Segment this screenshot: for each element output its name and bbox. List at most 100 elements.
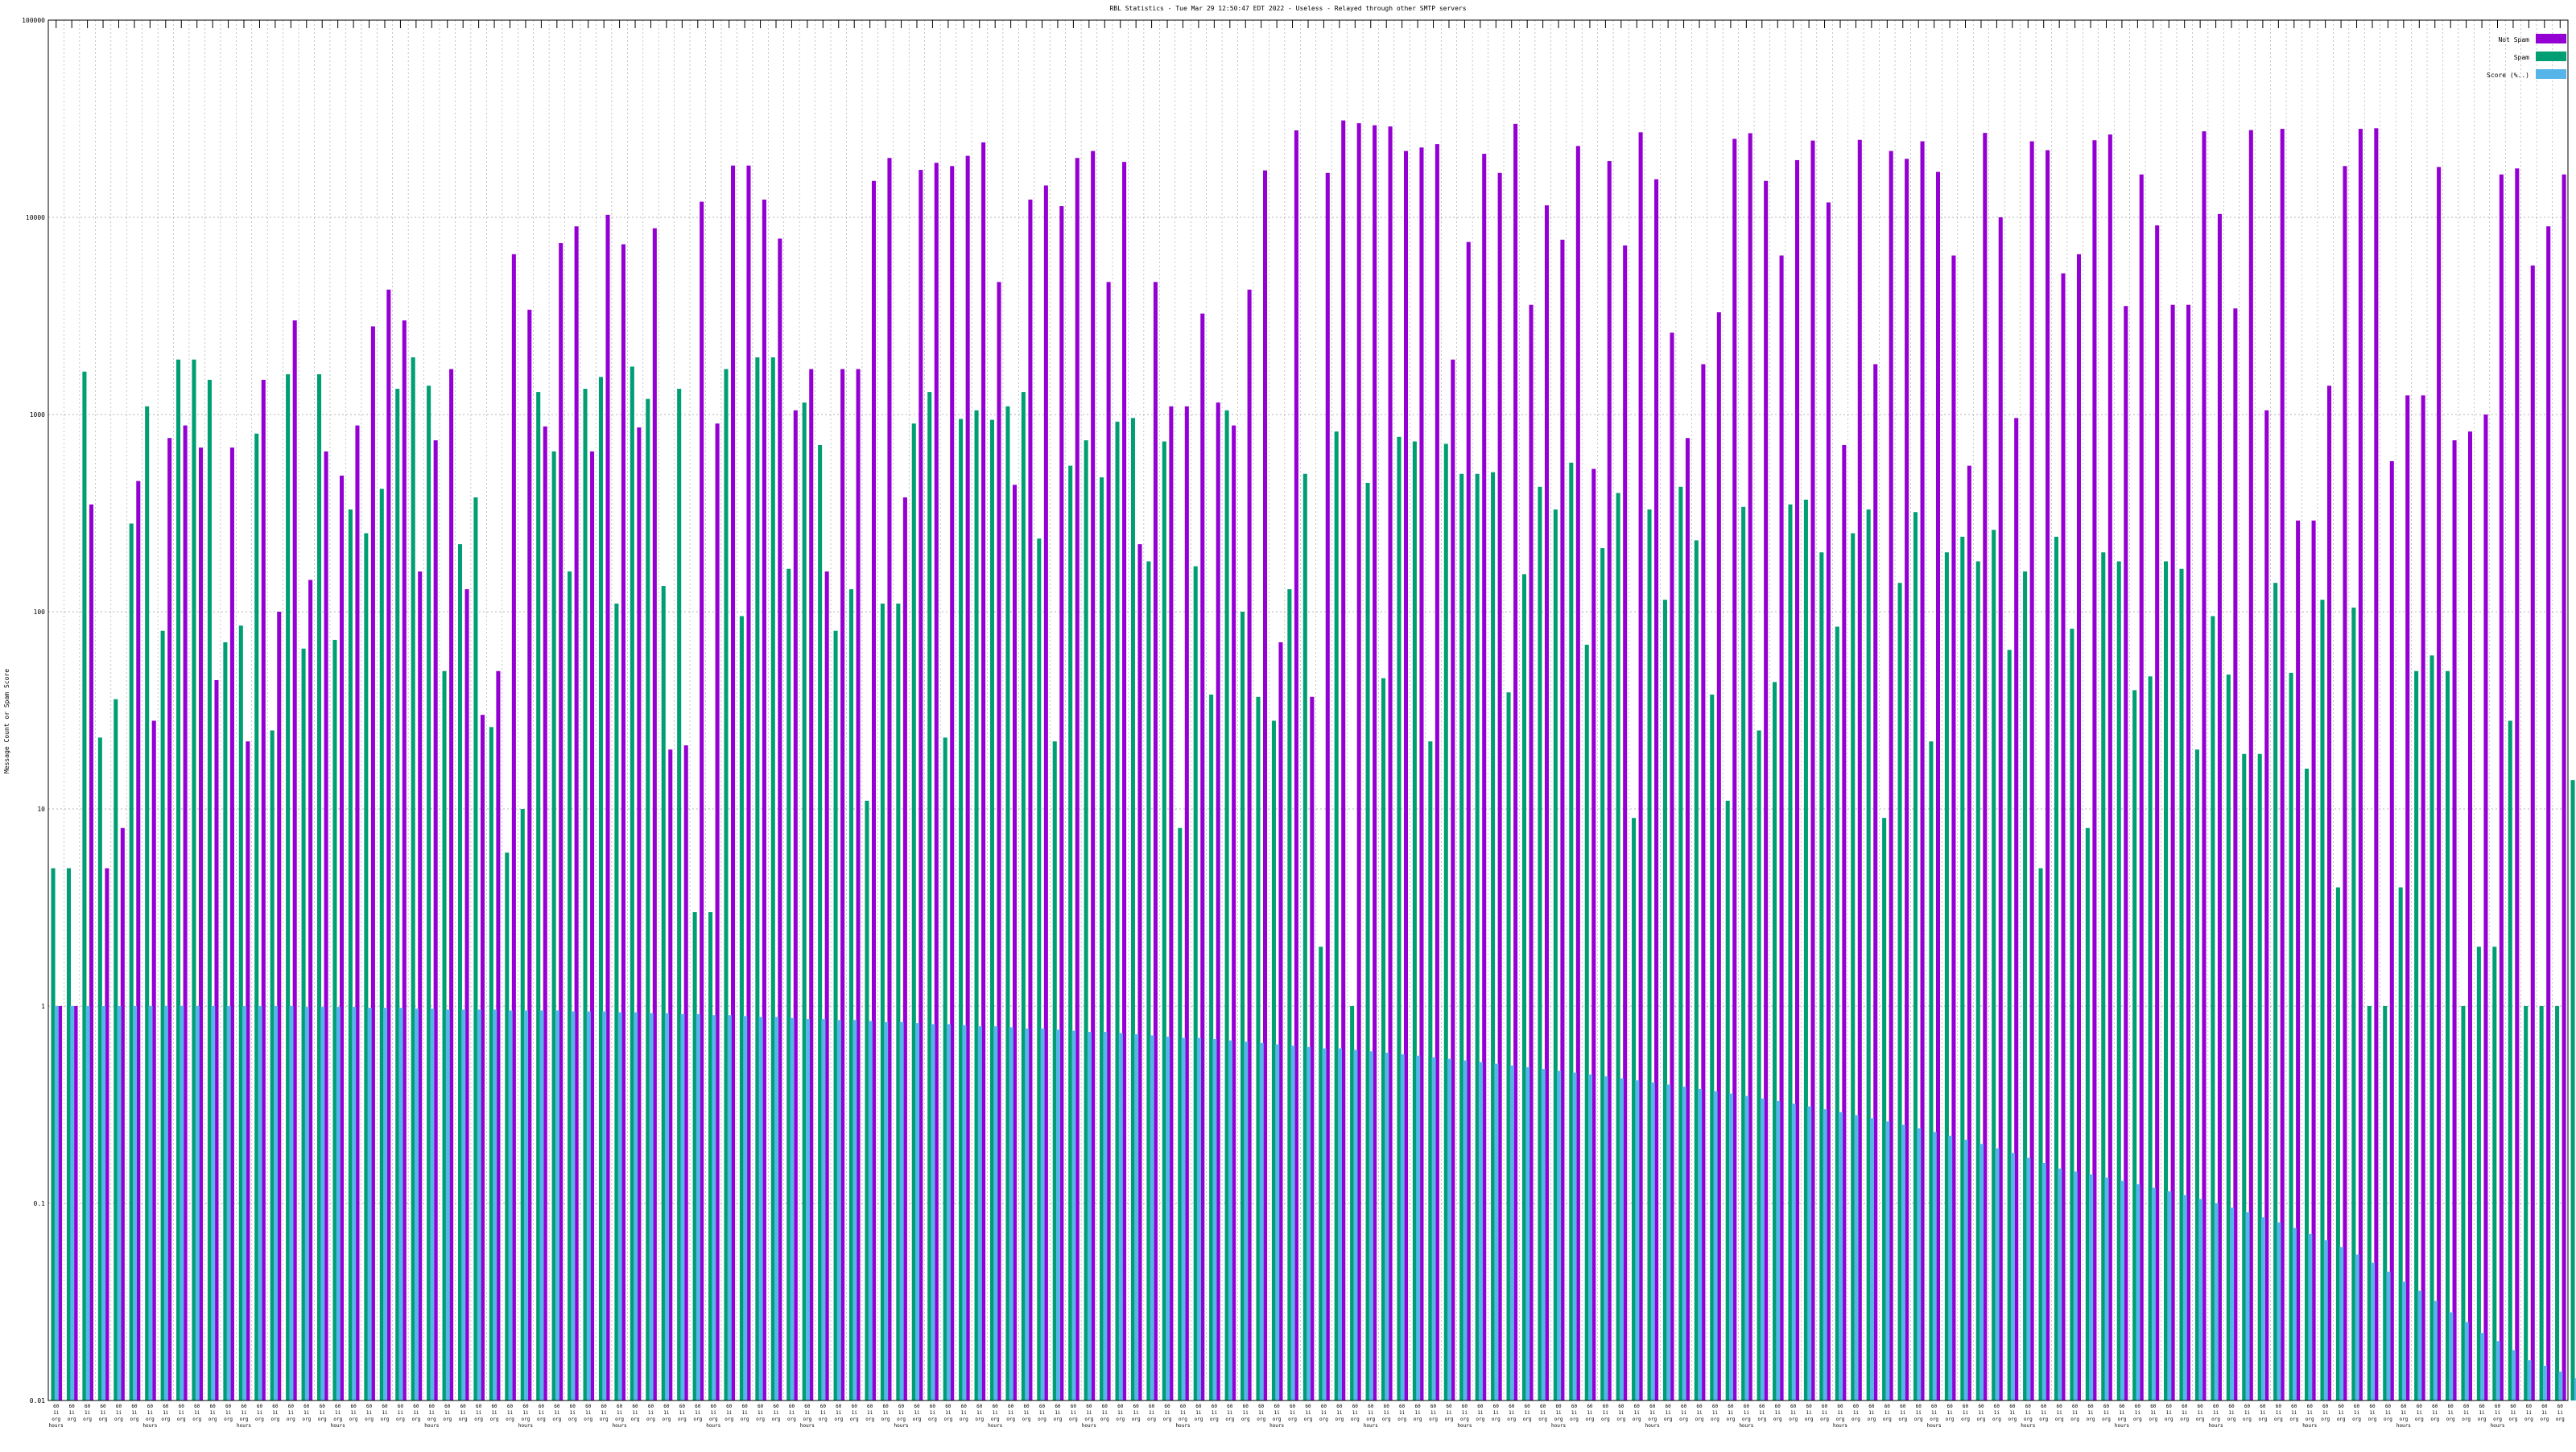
bar-score [587,1012,591,1400]
x-tick-label: 1i [836,1410,842,1416]
bar-score [602,1012,606,1400]
x-tick-label: 60 [288,1404,295,1409]
x-tick-label: 1i [585,1410,592,1416]
x-tick-label: org [177,1417,186,1422]
bar-score [1103,1032,1107,1400]
legend-label: Not Spam [2498,36,2529,43]
x-tick-label: 1i [1243,1410,1249,1416]
x-tick-label: 1i [882,1410,889,1416]
x-tick-label: 1i [2354,1410,2360,1416]
x-tick-label: org [960,1417,968,1422]
bar-score [2042,1163,2046,1400]
x-tick-label: org [1992,1417,2001,1422]
bar-score [148,1006,152,1400]
x-tick-label: 1i [2322,1410,2329,1416]
bar-score [1197,1037,1201,1400]
x-tick-label: 60 [617,1404,623,1409]
x-tick-label: org [1805,1417,1814,1422]
x-tick-label: org [506,1417,514,1422]
x-tick-label: org [459,1417,468,1422]
x-tick-label: 60 [2510,1404,2516,1409]
bar-score [1792,1103,1796,1400]
bar-score [493,1009,497,1400]
x-tick-label: org [1382,1417,1391,1422]
x-tick-label: 1i [789,1410,795,1416]
x-tick-label: 1i [1759,1410,1765,1416]
bar-score [2167,1191,2171,1400]
x-tick-label: org [834,1417,843,1422]
x-tick-label: org [2524,1417,2533,1422]
bar-score [1119,1033,1123,1400]
x-tick-label: 60 [1352,1404,1359,1409]
bar-score [852,1020,857,1400]
bar-score [336,1007,341,1400]
x-tick-label: 60 [2385,1404,2392,1409]
x-tick-label: hours [1175,1423,1190,1429]
x-tick-label: 60 [1634,1404,1641,1409]
bar-not-spam [2546,226,2550,1400]
x-tick-label: org [349,1417,358,1422]
bar-score [2215,1203,2219,1400]
x-tick-label: hours [2209,1423,2223,1429]
x-tick-label: 1i [194,1410,200,1416]
bar-score [1494,1064,1498,1400]
bar-score [211,1006,215,1400]
bar-not-spam [2500,175,2504,1400]
x-tick-label: org [1930,1417,1938,1422]
x-tick-label: org [537,1417,546,1422]
bar-score [900,1022,904,1400]
x-tick-label: org [1132,1417,1141,1422]
bar-spam [2555,1006,2559,1400]
x-tick-label: 1i [1853,1410,1860,1416]
x-tick-label: hours [2490,1423,2504,1429]
x-tick-label: org [693,1417,702,1422]
x-tick-label: org [1476,1417,1484,1422]
x-tick-label: org [1914,1417,1923,1422]
bar-score [993,1026,997,1400]
bar-score [1666,1085,1670,1401]
x-tick-label: 1i [2228,1410,2235,1416]
x-tick-label: 60 [1414,1404,1421,1409]
bar-spam [2540,1006,2544,1400]
x-tick-label: 1i [1681,1410,1687,1416]
x-tick-label: hours [518,1423,533,1429]
x-tick-label: 60 [2479,1404,2485,1409]
x-tick-label: org [287,1417,295,1422]
x-tick-label: org [411,1417,420,1422]
bar-score [2543,1366,2547,1400]
x-tick-label: 1i [398,1410,404,1416]
x-tick-label: 1i [2369,1410,2376,1416]
x-tick-label: org [2368,1417,2377,1422]
x-tick-label: 1i [1149,1410,1155,1416]
x-tick-label: 1i [867,1410,873,1416]
bar-score [1307,1047,1311,1400]
x-tick-label: org [1852,1417,1860,1422]
x-tick-label: 60 [742,1404,749,1409]
x-tick-label: hours [2021,1423,2035,1429]
x-tick-label: 1i [1931,1410,1938,1416]
x-tick-label: hours [800,1423,815,1429]
bar-score [1682,1087,1686,1400]
bar-score [696,1014,700,1400]
bar-score [2386,1272,2390,1400]
x-tick-label: 1i [2025,1410,2032,1416]
x-tick-label: 60 [2166,1404,2173,1409]
x-tick-label: org [1977,1417,1986,1422]
x-tick-label: 1i [2244,1410,2251,1416]
bar-score [2324,1240,2328,1400]
x-tick-label: 60 [648,1404,654,1409]
bar-score [2230,1207,2234,1400]
bar-score [1447,1059,1451,1400]
bar-not-spam [2421,395,2425,1400]
x-tick-label: org [1867,1417,1876,1422]
x-tick-label: org [52,1417,60,1422]
x-tick-label: 60 [303,1404,310,1409]
x-tick-label: 60 [1837,1404,1843,1409]
x-tick-label: org [1616,1417,1625,1422]
bar-score [791,1018,795,1400]
x-tick-label: 1i [1571,1410,1578,1416]
x-tick-label: 60 [663,1404,670,1409]
x-tick-label: 60 [1133,1404,1140,1409]
x-tick-label: org [1742,1417,1751,1422]
x-tick-label: 60 [1509,1404,1515,1409]
